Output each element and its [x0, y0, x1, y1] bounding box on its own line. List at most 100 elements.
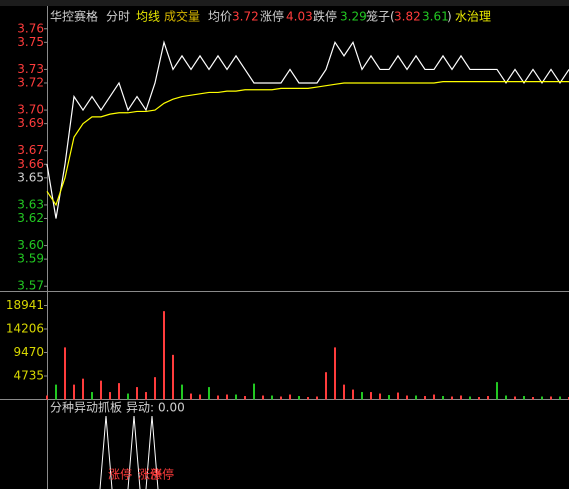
volume-bar — [433, 394, 435, 400]
volume-bar — [352, 389, 354, 400]
volume-bar — [172, 354, 174, 400]
volume-bar — [271, 395, 273, 400]
header-label: 均价 — [208, 10, 232, 24]
header-label: 笼子( — [366, 9, 395, 24]
volume-bar — [190, 393, 192, 400]
volume-bar — [343, 384, 345, 400]
volume-bar — [532, 397, 534, 400]
y-tick-label: 14206 — [6, 322, 44, 336]
y-tick-label: 3.69 — [17, 116, 44, 130]
volume-bar — [514, 396, 516, 400]
volume-bar — [496, 382, 498, 400]
volume-bar — [487, 396, 489, 400]
volume-bar — [118, 383, 120, 400]
signal-label: 涨停 — [150, 467, 174, 482]
volume-bar — [199, 394, 201, 400]
y-tick-label: 3.57 — [17, 279, 44, 293]
volume-bar — [217, 395, 219, 400]
volume-bar — [370, 392, 372, 400]
volume-bar — [505, 395, 507, 400]
volume-bar — [442, 396, 444, 400]
header-value: 3.29 — [340, 10, 367, 24]
y-tick-label: 3.76 — [17, 21, 44, 35]
volume-bar — [478, 397, 480, 400]
volume-bar — [55, 384, 57, 400]
volume-bar — [235, 394, 237, 400]
y-tick-label: 3.65 — [17, 170, 44, 184]
volume-bar — [100, 380, 102, 400]
signal-spike — [127, 415, 141, 489]
panel-value: 0.00 — [158, 401, 185, 415]
y-tick-label: 3.63 — [17, 197, 44, 211]
volume-bar — [91, 392, 93, 400]
legend-entry: 成交量 — [164, 9, 200, 24]
volume-bar — [298, 396, 300, 400]
volume-bar — [424, 396, 426, 400]
volume-bar — [379, 393, 381, 400]
volume-bar — [145, 392, 147, 400]
volume-bar — [244, 396, 246, 400]
y-tick-label: 3.67 — [17, 143, 44, 157]
volume-bar — [361, 392, 363, 400]
volume-bar — [460, 395, 462, 400]
y-tick-label: 3.75 — [17, 35, 44, 49]
signal-spike — [145, 415, 159, 489]
legend-entry: 均线 — [136, 10, 160, 24]
header-label: 跌停 — [313, 9, 337, 24]
header-value: 4.03 — [286, 10, 313, 24]
price-line — [46, 81, 569, 207]
volume-bar — [253, 383, 255, 400]
y-tick-label: 3.73 — [17, 62, 44, 76]
signal-label: 涨停 — [108, 467, 132, 482]
volume-bar — [397, 392, 399, 400]
volume-bar — [127, 393, 129, 400]
volume-bar — [523, 396, 525, 400]
volume-bar — [154, 377, 156, 400]
legend-entry: 分时 — [106, 10, 130, 24]
y-tick-label: 18941 — [6, 298, 44, 312]
volume-bar — [280, 396, 282, 400]
top-strip — [0, 0, 569, 6]
volume-bar — [181, 384, 183, 400]
stock-name: 华控赛格 — [50, 9, 98, 24]
volume-bar — [388, 395, 390, 400]
volume-bar — [226, 394, 228, 400]
volume-bar — [163, 311, 165, 400]
volume-bar — [46, 395, 48, 400]
volume-bar — [289, 394, 291, 400]
volume-bar — [82, 378, 84, 400]
panel-title: 分种异动抓板 — [50, 401, 122, 415]
y-tick-label: 4735 — [13, 369, 44, 383]
y-tick-label: 9470 — [13, 345, 44, 359]
y-tick-label: 3.70 — [17, 103, 44, 117]
volume-bar — [415, 395, 417, 400]
volume-bar — [316, 396, 318, 400]
volume-bar — [73, 384, 75, 400]
signal-spike — [99, 415, 113, 489]
y-tick-label: 3.60 — [17, 238, 44, 252]
volume-bar — [262, 395, 264, 400]
volume-bar — [451, 396, 453, 400]
price-line — [46, 40, 569, 219]
volume-bar — [334, 347, 336, 400]
y-tick-label: 3.72 — [17, 75, 44, 89]
volume-bar — [109, 392, 111, 400]
header-value: 3.72 — [232, 10, 259, 24]
volume-bar — [469, 396, 471, 400]
y-tick-label: 3.59 — [17, 252, 44, 266]
panel-label: 异动: — [126, 401, 154, 415]
header-value: 3.82 — [394, 10, 421, 24]
volume-bar — [307, 397, 309, 400]
volume-bar — [541, 396, 543, 400]
volume-bar — [406, 395, 408, 400]
volume-bar — [64, 347, 66, 400]
header-label: 涨停 — [260, 9, 284, 24]
header-label: ) — [447, 10, 452, 24]
volume-bar — [136, 387, 138, 400]
concept: 水治理 — [455, 10, 491, 24]
volume-bar — [550, 396, 552, 400]
y-tick-label: 3.66 — [17, 157, 44, 171]
volume-bar — [325, 372, 327, 400]
